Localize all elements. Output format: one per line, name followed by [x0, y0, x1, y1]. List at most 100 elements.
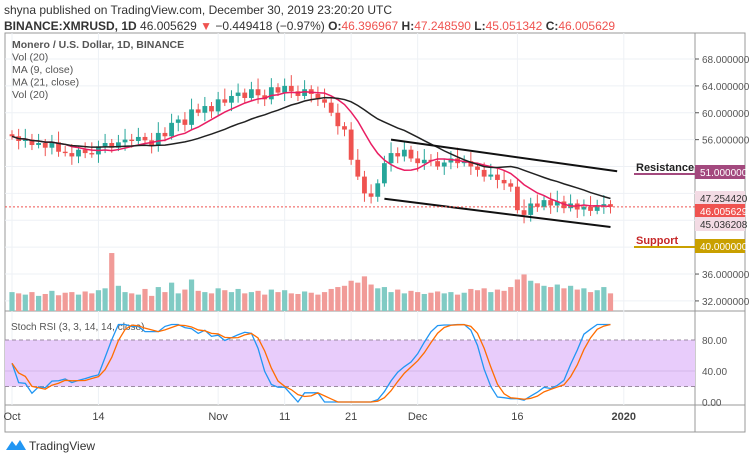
x-tick-label: 14	[92, 411, 104, 423]
candle-body	[268, 87, 274, 100]
volume-bar	[534, 283, 540, 311]
candle-body	[388, 153, 394, 164]
legend-item: MA (9, close)	[12, 64, 73, 76]
volume-bar	[215, 288, 221, 311]
candle-body	[342, 126, 347, 130]
candle-body	[209, 106, 214, 112]
candle-body	[169, 122, 174, 137]
candle-body	[328, 102, 334, 113]
candle-body	[382, 163, 387, 184]
volume-bar	[554, 284, 560, 311]
volume-bar	[29, 292, 35, 311]
candle-body	[162, 132, 168, 137]
candle-body	[302, 89, 307, 96]
volume-bar	[75, 294, 82, 311]
volume-bar	[468, 288, 474, 311]
volume-bar	[169, 282, 175, 311]
volume-bar	[521, 274, 527, 311]
candle-body	[22, 139, 28, 141]
volume-bar	[95, 290, 102, 311]
ohlc-bar: BINANCE:XMRUSD, 1D 46.005629 ▼ −0.449418…	[4, 19, 616, 33]
candle-body	[288, 85, 294, 92]
volume-bar	[401, 293, 407, 311]
volume-bar	[255, 290, 261, 311]
stoch-k-line	[11, 323, 611, 404]
candle-body	[355, 159, 361, 177]
candle-body	[415, 158, 421, 164]
candle-body	[488, 174, 494, 177]
candle-body	[62, 151, 68, 154]
volume-bar	[408, 290, 414, 311]
candle-body	[116, 142, 121, 148]
candle-body	[395, 153, 401, 157]
candle-body	[315, 93, 321, 100]
volume-bar	[9, 292, 15, 311]
candle-body	[82, 149, 88, 154]
price-label-bg	[695, 239, 745, 253]
candle-body	[36, 143, 41, 146]
volume-bar	[574, 289, 580, 311]
volume-bar	[581, 288, 587, 311]
volume-bar	[182, 289, 188, 311]
volume-bar	[62, 292, 68, 311]
x-tick-label: 11	[279, 411, 290, 423]
down-arrow-icon: ▼	[200, 19, 212, 33]
last-price: 46.005629	[140, 19, 197, 33]
candle-body	[182, 119, 188, 125]
candle-body	[421, 159, 427, 164]
volume-bar	[461, 292, 467, 311]
candle-body	[282, 85, 288, 93]
candle-body	[262, 95, 268, 100]
volume-bar	[514, 279, 520, 311]
volume-bar	[435, 291, 441, 311]
volume-bar	[268, 289, 274, 311]
volume-bar	[315, 294, 321, 311]
price-label-bg	[695, 191, 745, 205]
volume-bar	[55, 295, 62, 311]
symbol: BINANCE:XMRUSD, 1D	[4, 19, 137, 33]
volume-bar	[82, 291, 88, 311]
resistance-label: Resistance	[636, 162, 694, 174]
candle-body	[495, 174, 500, 180]
candle-body	[49, 142, 55, 148]
candle-body	[235, 92, 241, 96]
volume-bar	[361, 276, 368, 311]
rsi-tick-label: 80.00	[702, 336, 727, 347]
price-tick-label: 36.000000	[702, 270, 750, 281]
volume-bar	[49, 290, 55, 311]
volume-bar	[441, 293, 447, 311]
candle-body	[362, 176, 367, 194]
candle-body	[541, 200, 547, 207]
volume-bar	[115, 285, 121, 311]
ma21-line	[11, 96, 611, 200]
volume-bar	[368, 284, 374, 311]
volume-bar	[89, 293, 95, 311]
volume-bar	[109, 253, 115, 311]
candle-body	[441, 162, 447, 167]
legend-item: MA (21, close)	[12, 77, 79, 89]
candle-body	[29, 139, 35, 146]
volume-bar	[282, 290, 288, 311]
volume-bar	[548, 287, 554, 311]
candle-body	[142, 136, 148, 141]
candle-body	[155, 132, 161, 146]
candle-body	[76, 149, 81, 157]
x-tick-label: 16	[511, 411, 523, 423]
volume-bar	[222, 290, 228, 311]
volume-bar	[494, 289, 501, 311]
volume-bar	[341, 285, 348, 311]
price-label: 45.036208	[700, 220, 748, 231]
volume-bar	[328, 288, 334, 311]
candle-body	[468, 161, 474, 167]
candle-body	[242, 92, 248, 98]
volume-bar	[228, 292, 235, 311]
support-label: Support	[636, 235, 678, 247]
volume-bar	[348, 280, 354, 311]
candle-body	[528, 203, 534, 215]
candle-body	[215, 99, 221, 112]
volume-bar	[488, 292, 494, 311]
volume-bar	[302, 291, 308, 311]
candle-body	[601, 204, 607, 206]
price-tick-label: 56.000000	[702, 136, 750, 147]
